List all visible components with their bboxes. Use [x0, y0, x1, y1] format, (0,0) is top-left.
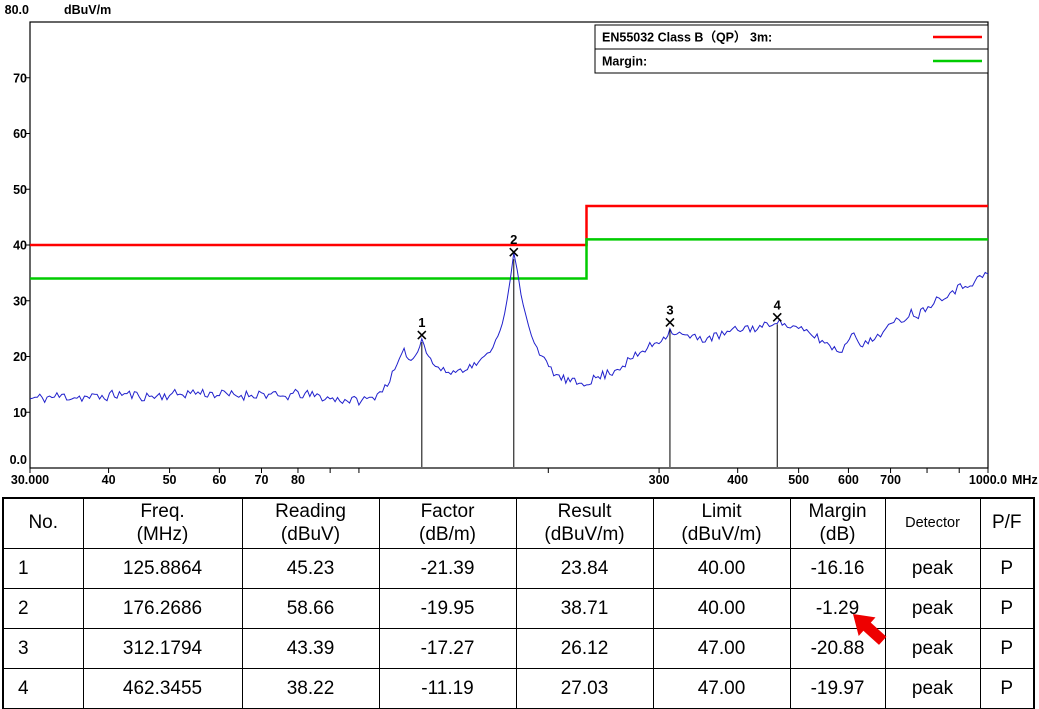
column-header-detector: Detector [884, 497, 981, 549]
no-cell: 4 [2, 668, 84, 709]
no-cell: 1 [2, 548, 84, 589]
freq-cell: 125.8864 [82, 548, 243, 589]
result-row-2: 2 176.2686 58.66 -19.95 38.71 40.00 -1.29 peak P [2, 588, 1035, 629]
limit-cell: 40.00 [652, 548, 791, 589]
factor-cell: -17.27 [378, 628, 517, 669]
peak-marker-2: 2 [509, 232, 519, 467]
x-tick-label: 700 [880, 473, 901, 487]
result-cell: 38.71 [515, 588, 654, 629]
y-tick-label: 60 [13, 127, 27, 141]
x-tick-label: 40 [102, 473, 116, 487]
x-tick-label: 300 [649, 473, 670, 487]
results-table: No. Freq. (MHz) Reading (dBuV) Factor (dB/m) Re… [2, 497, 1035, 709]
y-max-label: 80.0 [5, 3, 29, 17]
x-tick-label: 60 [212, 473, 226, 487]
column-header-factor: Factor (dB/m) [378, 497, 517, 549]
y-axis-title: dBuV/m [64, 3, 111, 17]
x-tick-label: 50 [163, 473, 177, 487]
x-tick-label: 70 [255, 473, 269, 487]
column-header-result: Result (dBuV/m) [515, 497, 654, 549]
legend: EN55032 Class B（QP） 3m: Margin: [594, 24, 989, 74]
freq-cell: 312.1794 [82, 628, 243, 669]
result-cell: 23.84 [515, 548, 654, 589]
freq-cell: 462.3455 [82, 668, 243, 709]
margin-cell: -19.97 [789, 668, 886, 709]
red-arrow-annotation [853, 614, 887, 645]
result-row-4: 4 462.3455 38.22 -11.19 27.03 47.00 -19.97 peak… [2, 668, 1035, 709]
y-tick-label: 70 [13, 71, 27, 85]
column-header-limit: Limit (dBuV/m) [652, 497, 791, 549]
limit-cell: 47.00 [652, 668, 791, 709]
column-header-no: No. [2, 497, 84, 549]
freq-cell: 176.2686 [82, 588, 243, 629]
pf-cell: P [979, 668, 1035, 709]
y-min-label: 0.0 [10, 453, 27, 467]
reading-cell: 45.23 [241, 548, 380, 589]
margin-line [30, 238, 988, 280]
result-row-1: 1 125.8864 45.23 -21.39 23.84 40.00 -16.16 peak… [2, 548, 1035, 589]
factor-cell: -19.95 [378, 588, 517, 629]
detector-cell: peak [884, 628, 981, 669]
reading-cell: 38.22 [241, 668, 380, 709]
limit-line [30, 204, 988, 247]
y-tick-label: 10 [13, 406, 27, 420]
x-tick-label: 30.000 [11, 473, 49, 487]
pf-cell: P [979, 588, 1035, 629]
x-tick-label: 600 [838, 473, 859, 487]
x-tick-label: 500 [788, 473, 809, 487]
column-header-margin: Margin (dB) [789, 497, 886, 549]
result-cell: 27.03 [515, 668, 654, 709]
red-arrow [853, 614, 887, 645]
limit-cell: 47.00 [652, 628, 791, 669]
margin-cell: -16.16 [789, 548, 886, 589]
reading-cell: 43.39 [241, 628, 380, 669]
limit-cell: 40.00 [652, 588, 791, 629]
no-cell: 3 [2, 628, 84, 669]
emissions-chart: 80.0 dBuV/m 70 60 50 40 30 20 10 0.0 30.000 40 50 60 7… [5, 3, 1038, 487]
y-tick-label: 40 [13, 239, 27, 253]
y-tick-label: 30 [13, 294, 27, 308]
factor-cell: -21.39 [378, 548, 517, 589]
detector-cell: peak [884, 588, 981, 629]
reading-cell: 58.66 [241, 588, 380, 629]
header-row: No. Freq. (MHz) Reading (dBuV) Factor (dB/m) Re… [2, 497, 1035, 549]
pf-cell: P [979, 548, 1035, 589]
peak-marker-number: 1 [418, 315, 425, 330]
x-tick-label: 80 [291, 473, 305, 487]
peak-marker-number: 3 [666, 302, 673, 317]
x-axis: 30.000 40 50 60 70 80 300 400 500 600 700 1000.0 MHz [11, 468, 1038, 487]
emissions-trace [29, 252, 989, 407]
x-tick-label: 1000.0 [969, 473, 1007, 487]
detector-cell: peak [884, 668, 981, 709]
column-header-freq: Freq. (MHz) [82, 497, 243, 549]
peak-marker-4: 4 [772, 297, 782, 467]
column-header-reading: Reading (dBuV) [241, 497, 380, 549]
result-cell: 26.12 [515, 628, 654, 669]
legend-label-0: EN55032 Class B（QP） 3m: [602, 30, 772, 45]
column-header-pf: P/F [979, 497, 1035, 549]
y-axis: 80.0 dBuV/m 70 60 50 40 30 20 10 0.0 [5, 3, 112, 467]
y-tick-label: 50 [13, 183, 27, 197]
y-tick-label: 20 [13, 350, 27, 364]
pf-cell: P [979, 628, 1035, 669]
peak-marker-number: 4 [774, 297, 782, 312]
peak-marker-number: 2 [510, 232, 517, 247]
x-tick-label: 400 [727, 473, 748, 487]
legend-label-1: Margin: [602, 55, 647, 69]
x-axis-unit: MHz [1012, 473, 1038, 487]
peak-marker-3: 3 [665, 302, 675, 467]
detector-cell: peak [884, 548, 981, 589]
no-cell: 2 [2, 588, 84, 629]
peak-marker-1: 1 [417, 315, 427, 467]
factor-cell: -11.19 [378, 668, 517, 709]
